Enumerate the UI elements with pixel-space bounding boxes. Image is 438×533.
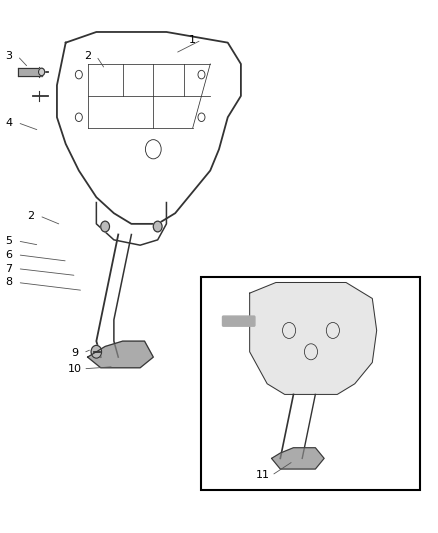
Text: 6: 6 (5, 250, 12, 260)
Text: 4: 4 (5, 118, 12, 127)
Bar (201, 277, 420, 490)
Text: 8: 8 (5, 278, 12, 287)
Text: 7: 7 (5, 264, 12, 273)
Text: 3: 3 (5, 51, 12, 61)
Circle shape (153, 221, 162, 232)
Text: 2: 2 (84, 51, 91, 61)
Polygon shape (88, 341, 153, 368)
Circle shape (91, 345, 102, 358)
Circle shape (39, 68, 45, 76)
Text: 11: 11 (256, 471, 270, 480)
Text: 1: 1 (189, 35, 196, 45)
Polygon shape (250, 282, 377, 394)
Polygon shape (272, 448, 324, 469)
Text: 5: 5 (5, 236, 12, 246)
Text: 9: 9 (71, 348, 78, 358)
Circle shape (101, 221, 110, 232)
Text: 10: 10 (67, 364, 81, 374)
FancyBboxPatch shape (223, 316, 255, 326)
Text: 2: 2 (27, 211, 34, 221)
